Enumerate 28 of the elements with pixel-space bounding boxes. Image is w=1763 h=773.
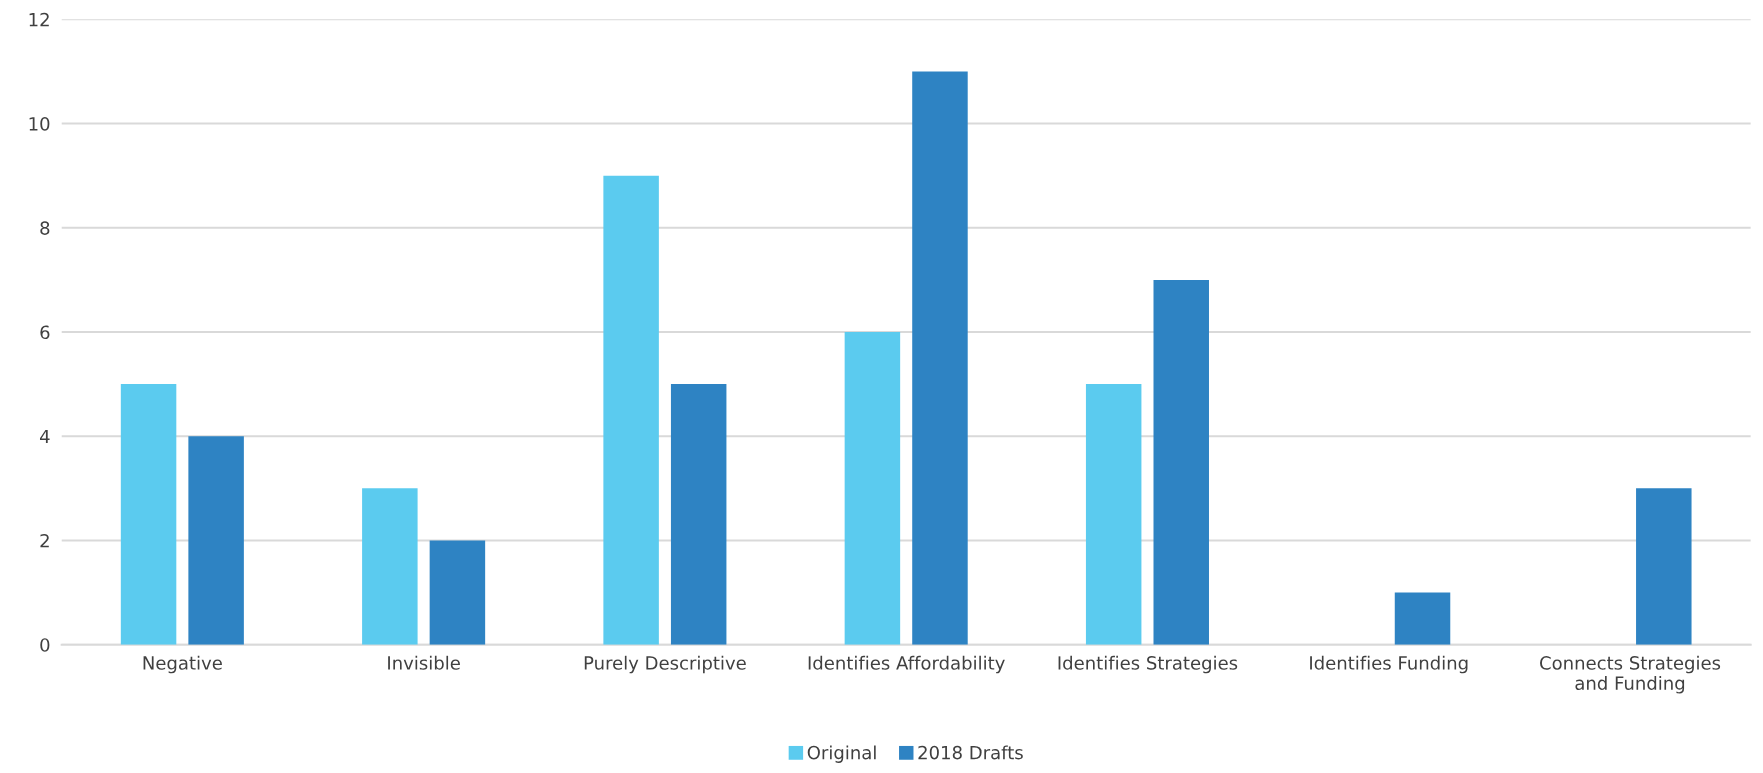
legend-label: Original: [807, 745, 876, 763]
bar: [429, 540, 486, 645]
x-tick-label: Negative: [143, 655, 222, 674]
x-tick-label: Invisible: [388, 655, 460, 670]
y-tick-label: 10: [29, 117, 50, 131]
y-tick-label: 4: [39, 429, 50, 444]
bar: [1394, 592, 1451, 645]
bar: [844, 332, 901, 645]
x-tick-label: Connects Strategies and Funding: [1540, 655, 1721, 694]
y-tick-label: 0: [40, 638, 50, 652]
x-tick-label: Identifies Affordability: [808, 655, 1005, 674]
bar: [362, 488, 418, 645]
bar: [1085, 384, 1142, 645]
bar: [120, 384, 177, 645]
bar: [1153, 279, 1209, 645]
y-tick-label: 2: [40, 533, 49, 548]
y-tick-label: 8: [40, 221, 50, 235]
x-tick-label: Purely Descriptive: [584, 655, 746, 674]
y-tick-label: 6: [40, 325, 50, 340]
x-tick-label: Identifies Strategies: [1058, 655, 1238, 674]
bar: [603, 175, 659, 645]
bar: [188, 436, 244, 645]
bar: [670, 384, 727, 645]
bar: [1636, 488, 1692, 645]
x-tick-label: Identifies Funding: [1310, 655, 1468, 674]
legend-label: 2018 Drafts: [918, 745, 1023, 760]
y-tick-label: 12: [29, 12, 49, 27]
bar: [912, 71, 968, 645]
